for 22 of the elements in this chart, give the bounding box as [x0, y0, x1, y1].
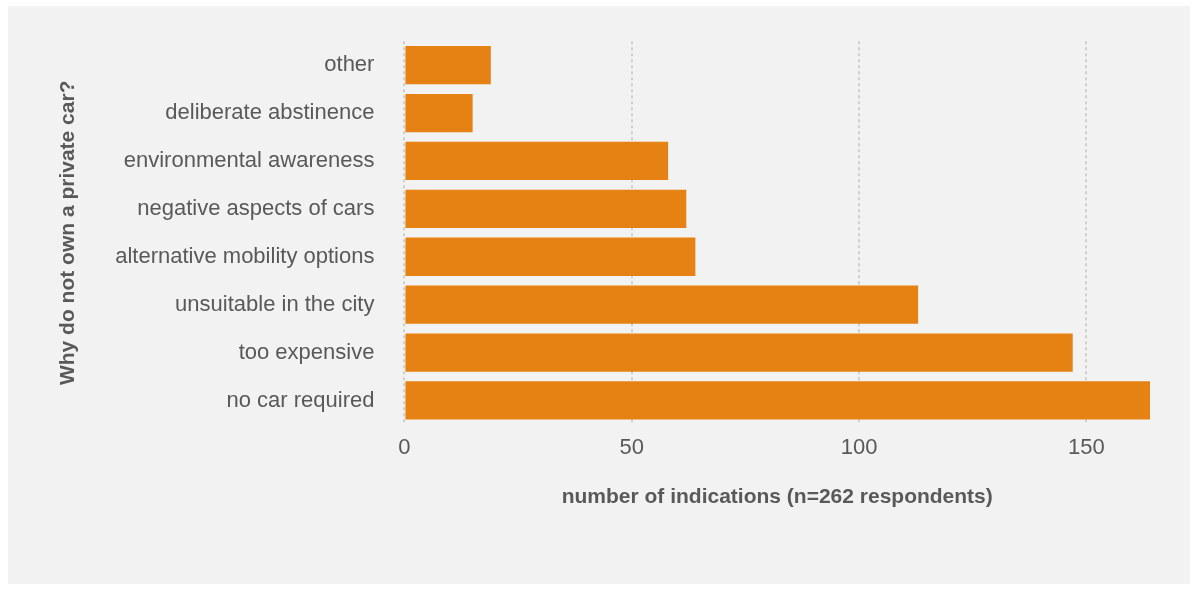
x-axis-title: number of indications (n=262 respondents) — [561, 484, 993, 508]
y-tick-label: no car required — [226, 386, 375, 412]
x-tick-label: 0 — [398, 433, 411, 459]
y-tick-label: negative aspects of cars — [137, 194, 375, 220]
bar — [405, 93, 473, 133]
y-tick-label: environmental awareness — [123, 147, 375, 173]
bar — [405, 381, 1150, 420]
y-tick-label: deliberate abstinence — [165, 99, 375, 125]
y-tick-label: too expensive — [238, 338, 375, 364]
x-tick-label: 150 — [1068, 433, 1105, 459]
y-tick-label: other — [324, 51, 375, 77]
bar — [405, 237, 696, 276]
x-tick-label: 100 — [840, 433, 878, 459]
bar — [405, 141, 669, 181]
y-tick-label: unsuitable in the city — [175, 290, 375, 316]
y-axis-title: Why do not own a private car? — [55, 80, 79, 386]
y-tick-label: alternative mobility options — [115, 242, 375, 268]
x-tick-label: 50 — [619, 433, 644, 459]
bar — [405, 333, 1073, 372]
bar — [405, 285, 919, 324]
bar — [405, 189, 687, 229]
bar — [405, 45, 491, 85]
